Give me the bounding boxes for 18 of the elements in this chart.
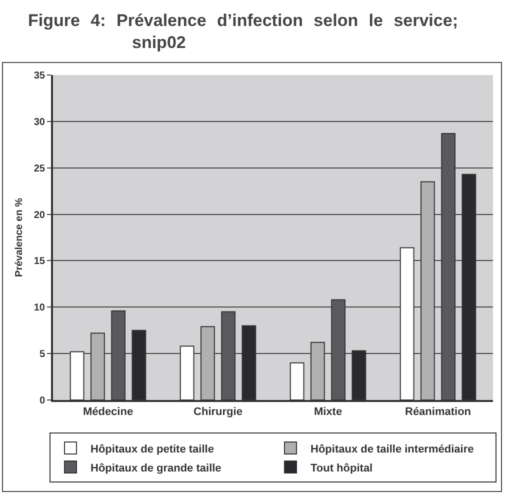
y-tick-label: 0	[39, 396, 46, 406]
legend-label: Tout hôpital	[310, 462, 373, 474]
y-tick-label: 25	[34, 163, 46, 174]
y-tick-label: 15	[34, 256, 46, 268]
x-tick-label: Chirurgie	[194, 406, 242, 418]
legend-label: Hôpitaux de taille intermédiaire	[310, 443, 474, 456]
x-tick-label: Réanimation	[404, 406, 472, 418]
y-tick-label: 20	[34, 210, 46, 221]
y-tick-label: 30	[34, 116, 46, 128]
y-tick-label: 35	[34, 70, 46, 82]
y-tick-label: 5	[39, 349, 46, 360]
legend-label: Hôpitaux de petite taille	[90, 443, 214, 456]
x-tick-label: Mixte	[314, 406, 342, 418]
y-axis-title: Prévalence en %	[14, 198, 25, 277]
chart-title: Figure 4: Prévalence d’infection selon le service; snip02	[27, 10, 459, 54]
legend-label: Hôpitaux de grande taille	[90, 462, 222, 474]
y-tick-label: 10	[34, 302, 46, 314]
x-tick-label: Médecine	[82, 406, 134, 418]
